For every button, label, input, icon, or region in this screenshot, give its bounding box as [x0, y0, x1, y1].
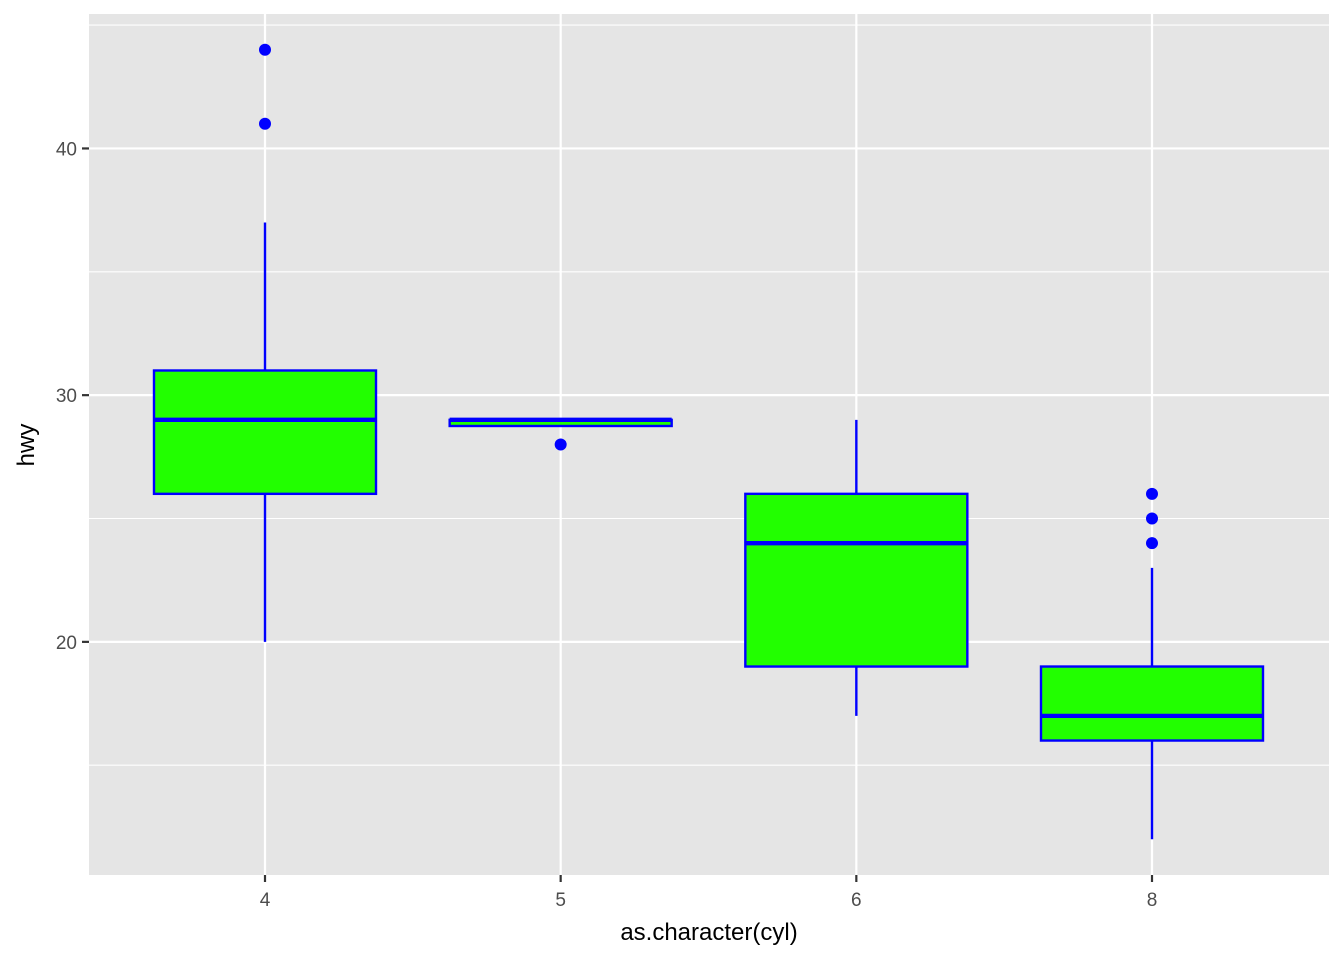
outlier-point	[259, 43, 271, 56]
y-axis-title: hwy	[13, 424, 40, 467]
x-tick-label: 6	[851, 890, 862, 911]
box-body	[744, 492, 969, 668]
x-tick-label: 5	[555, 890, 566, 911]
outlier-point	[1146, 537, 1158, 550]
box-series	[152, 43, 1265, 840]
x-axis: 4 5 6 8	[260, 875, 1158, 911]
x-axis-title: as.character(cyl)	[620, 919, 797, 946]
box-4	[152, 43, 378, 642]
y-axis: 20 30 40	[56, 139, 89, 654]
outlier-point	[1146, 487, 1158, 500]
outlier-point	[259, 117, 271, 130]
box-5	[448, 417, 673, 451]
x-tick-label: 4	[260, 890, 271, 911]
y-tick-label: 40	[56, 139, 77, 160]
x-tick-label: 8	[1147, 890, 1158, 911]
box-6	[744, 419, 969, 716]
box-body	[1039, 665, 1265, 742]
minor-gridlines	[89, 24, 1329, 766]
box-body	[152, 369, 378, 496]
outlier-point	[1146, 512, 1158, 525]
outlier-point	[554, 438, 567, 451]
y-tick-label: 20	[56, 633, 77, 654]
y-tick-label: 30	[56, 386, 77, 407]
box-8	[1039, 487, 1265, 840]
